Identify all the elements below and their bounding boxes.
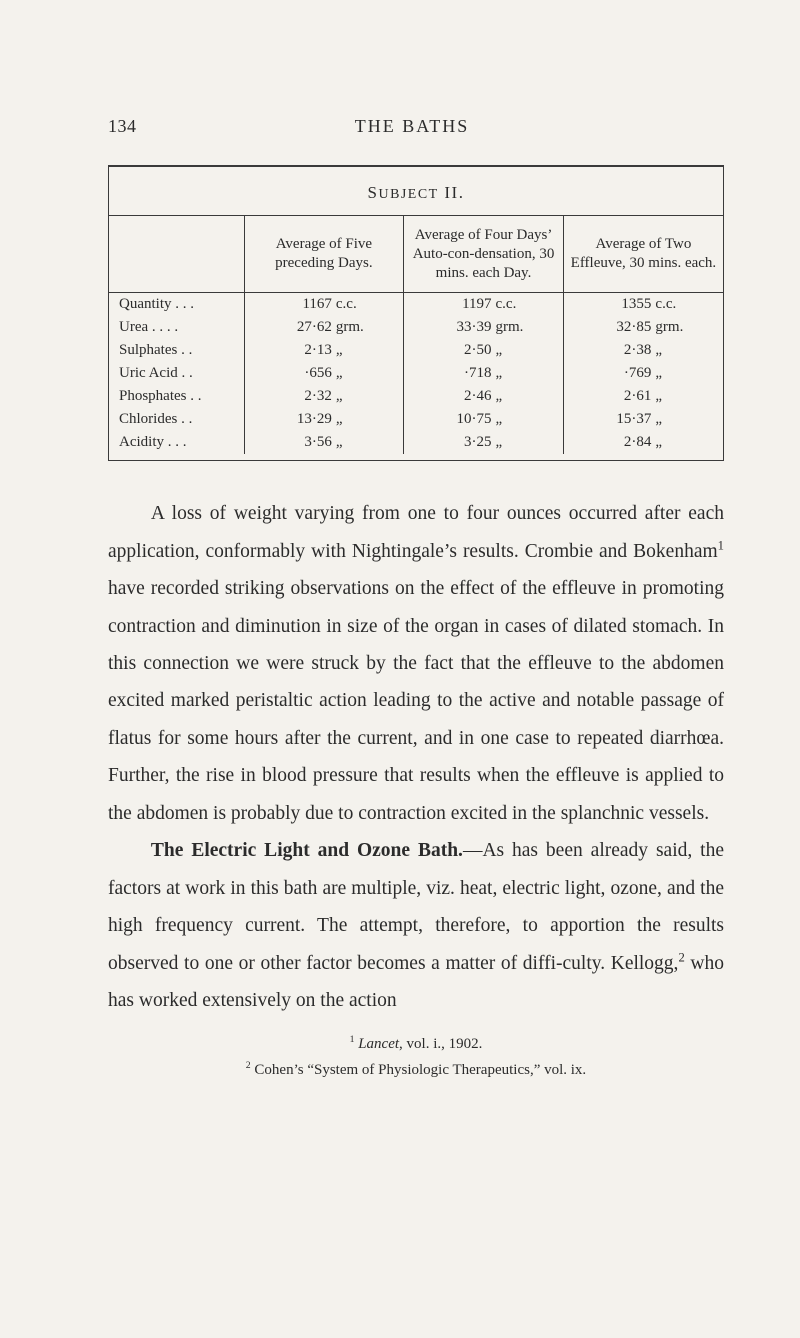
cell-unit: „ (336, 342, 380, 359)
cell: 1355c.c. (563, 293, 723, 317)
cell-unit: „ (655, 365, 699, 382)
cell-unit: grm. (655, 319, 699, 336)
cell: 1197c.c. (404, 293, 564, 317)
cell-unit: „ (336, 434, 380, 451)
cell: 27·62grm. (244, 316, 404, 339)
row-label: Sulphates . . (109, 339, 244, 362)
body-text: A loss of weight varying from one to fou… (108, 495, 724, 1019)
cell: 1167c.c. (244, 293, 404, 317)
cell: 32·85grm. (563, 316, 723, 339)
page-number: 134 (108, 116, 156, 137)
cell-unit: „ (655, 434, 699, 451)
cell-unit: c.c. (655, 296, 699, 313)
cell: 2·38„ (563, 339, 723, 362)
table-frame: SUBJECT II. Average of Five preceding Da… (108, 166, 724, 461)
footnote-2: 2 Cohen’s “System of Physiologic Therape… (108, 1059, 724, 1082)
cell: 2·84„ (563, 431, 723, 454)
cell: 2·46„ (404, 385, 564, 408)
col-head-3: Average of Two Effleuve, 30 mins. each. (563, 216, 723, 293)
table-body: Quantity . . .1167c.c.1197c.c.1355c.c.Ur… (109, 293, 723, 455)
scanned-page: 134 THE BATHS SUBJECT II. Average of Fiv… (0, 0, 800, 1338)
cell-value: 10·75 (428, 411, 492, 428)
cell-value: 1197 (428, 296, 492, 313)
row-label: Chlorides . . (109, 408, 244, 431)
cell-unit: „ (496, 342, 540, 359)
cell-value: ·769 (587, 365, 651, 382)
table-row: Quantity . . .1167c.c.1197c.c.1355c.c. (109, 293, 723, 317)
cell: 13·29„ (244, 408, 404, 431)
running-head-spacer (668, 116, 716, 137)
table-row: Phosphates . .2·32„2·46„2·61„ (109, 385, 723, 408)
running-title: THE BATHS (156, 116, 668, 137)
cell: 2·50„ (404, 339, 564, 362)
cell: ·718„ (404, 362, 564, 385)
footnotes: 1 Lancet, vol. i., 1902. 2 Cohen’s “Syst… (108, 1033, 724, 1082)
cell-value: 1167 (268, 296, 332, 313)
cell-value: 2·84 (587, 434, 651, 451)
cell-unit: „ (655, 342, 699, 359)
cell-value: 33·39 (428, 319, 492, 336)
cell-unit: „ (655, 411, 699, 428)
cell: 2·61„ (563, 385, 723, 408)
cell-unit: „ (655, 388, 699, 405)
running-head: 134 THE BATHS (108, 116, 724, 137)
row-label: Acidity . . . (109, 431, 244, 454)
cell-value: 2·46 (428, 388, 492, 405)
col-head-2: Average of Four Days’ Auto-con-densation… (404, 216, 564, 293)
cell-value: ·718 (428, 365, 492, 382)
table-title: SUBJECT II. (109, 183, 723, 203)
cell: 33·39grm. (404, 316, 564, 339)
cell-value: 2·61 (587, 388, 651, 405)
row-label: Phosphates . . (109, 385, 244, 408)
cell: 2·13„ (244, 339, 404, 362)
table-row: Urea . . . .27·62grm.33·39grm.32·85grm. (109, 316, 723, 339)
cell-value: 2·38 (587, 342, 651, 359)
cell-value: 1355 (587, 296, 651, 313)
table-row: Sulphates . .2·13„2·50„2·38„ (109, 339, 723, 362)
table-header-row: Average of Five preceding Days. Average … (109, 216, 723, 293)
cell-unit: grm. (496, 319, 540, 336)
table-row: Uric Acid . .·656„·718„·769„ (109, 362, 723, 385)
paragraph-1: A loss of weight varying from one to fou… (108, 495, 724, 832)
cell-value: 2·50 (428, 342, 492, 359)
data-table: Average of Five preceding Days. Average … (109, 215, 723, 454)
cell-unit: „ (496, 434, 540, 451)
cell-unit: „ (336, 388, 380, 405)
row-label: Quantity . . . (109, 293, 244, 317)
cell-value: 3·25 (428, 434, 492, 451)
paragraph-2: The Electric Light and Ozone Bath.—As ha… (108, 832, 724, 1019)
cell: 3·56„ (244, 431, 404, 454)
cell-value: ·656 (268, 365, 332, 382)
cell-value: 2·32 (268, 388, 332, 405)
cell: 10·75„ (404, 408, 564, 431)
cell: 15·37„ (563, 408, 723, 431)
table-row: Acidity . . .3·56„3·25„2·84„ (109, 431, 723, 454)
cell-unit: c.c. (336, 296, 380, 313)
col-head-1: Average of Five preceding Days. (244, 216, 404, 293)
cell-value: 3·56 (268, 434, 332, 451)
cell-unit: „ (496, 388, 540, 405)
table-row: Chlorides . .13·29„10·75„15·37„ (109, 408, 723, 431)
cell: 2·32„ (244, 385, 404, 408)
cell-unit: „ (336, 365, 380, 382)
cell-value: 27·62 (268, 319, 332, 336)
cell-value: 13·29 (268, 411, 332, 428)
col-head-blank (109, 216, 244, 293)
cell: 3·25„ (404, 431, 564, 454)
cell: ·656„ (244, 362, 404, 385)
cell-value: 15·37 (587, 411, 651, 428)
cell-unit: „ (496, 411, 540, 428)
cell-unit: „ (336, 411, 380, 428)
cell: ·769„ (563, 362, 723, 385)
cell-unit: „ (496, 365, 540, 382)
cell-unit: c.c. (496, 296, 540, 313)
cell-unit: grm. (336, 319, 380, 336)
footnote-1: 1 Lancet, vol. i., 1902. (108, 1033, 724, 1056)
row-label: Uric Acid . . (109, 362, 244, 385)
cell-value: 2·13 (268, 342, 332, 359)
row-label: Urea . . . . (109, 316, 244, 339)
cell-value: 32·85 (587, 319, 651, 336)
